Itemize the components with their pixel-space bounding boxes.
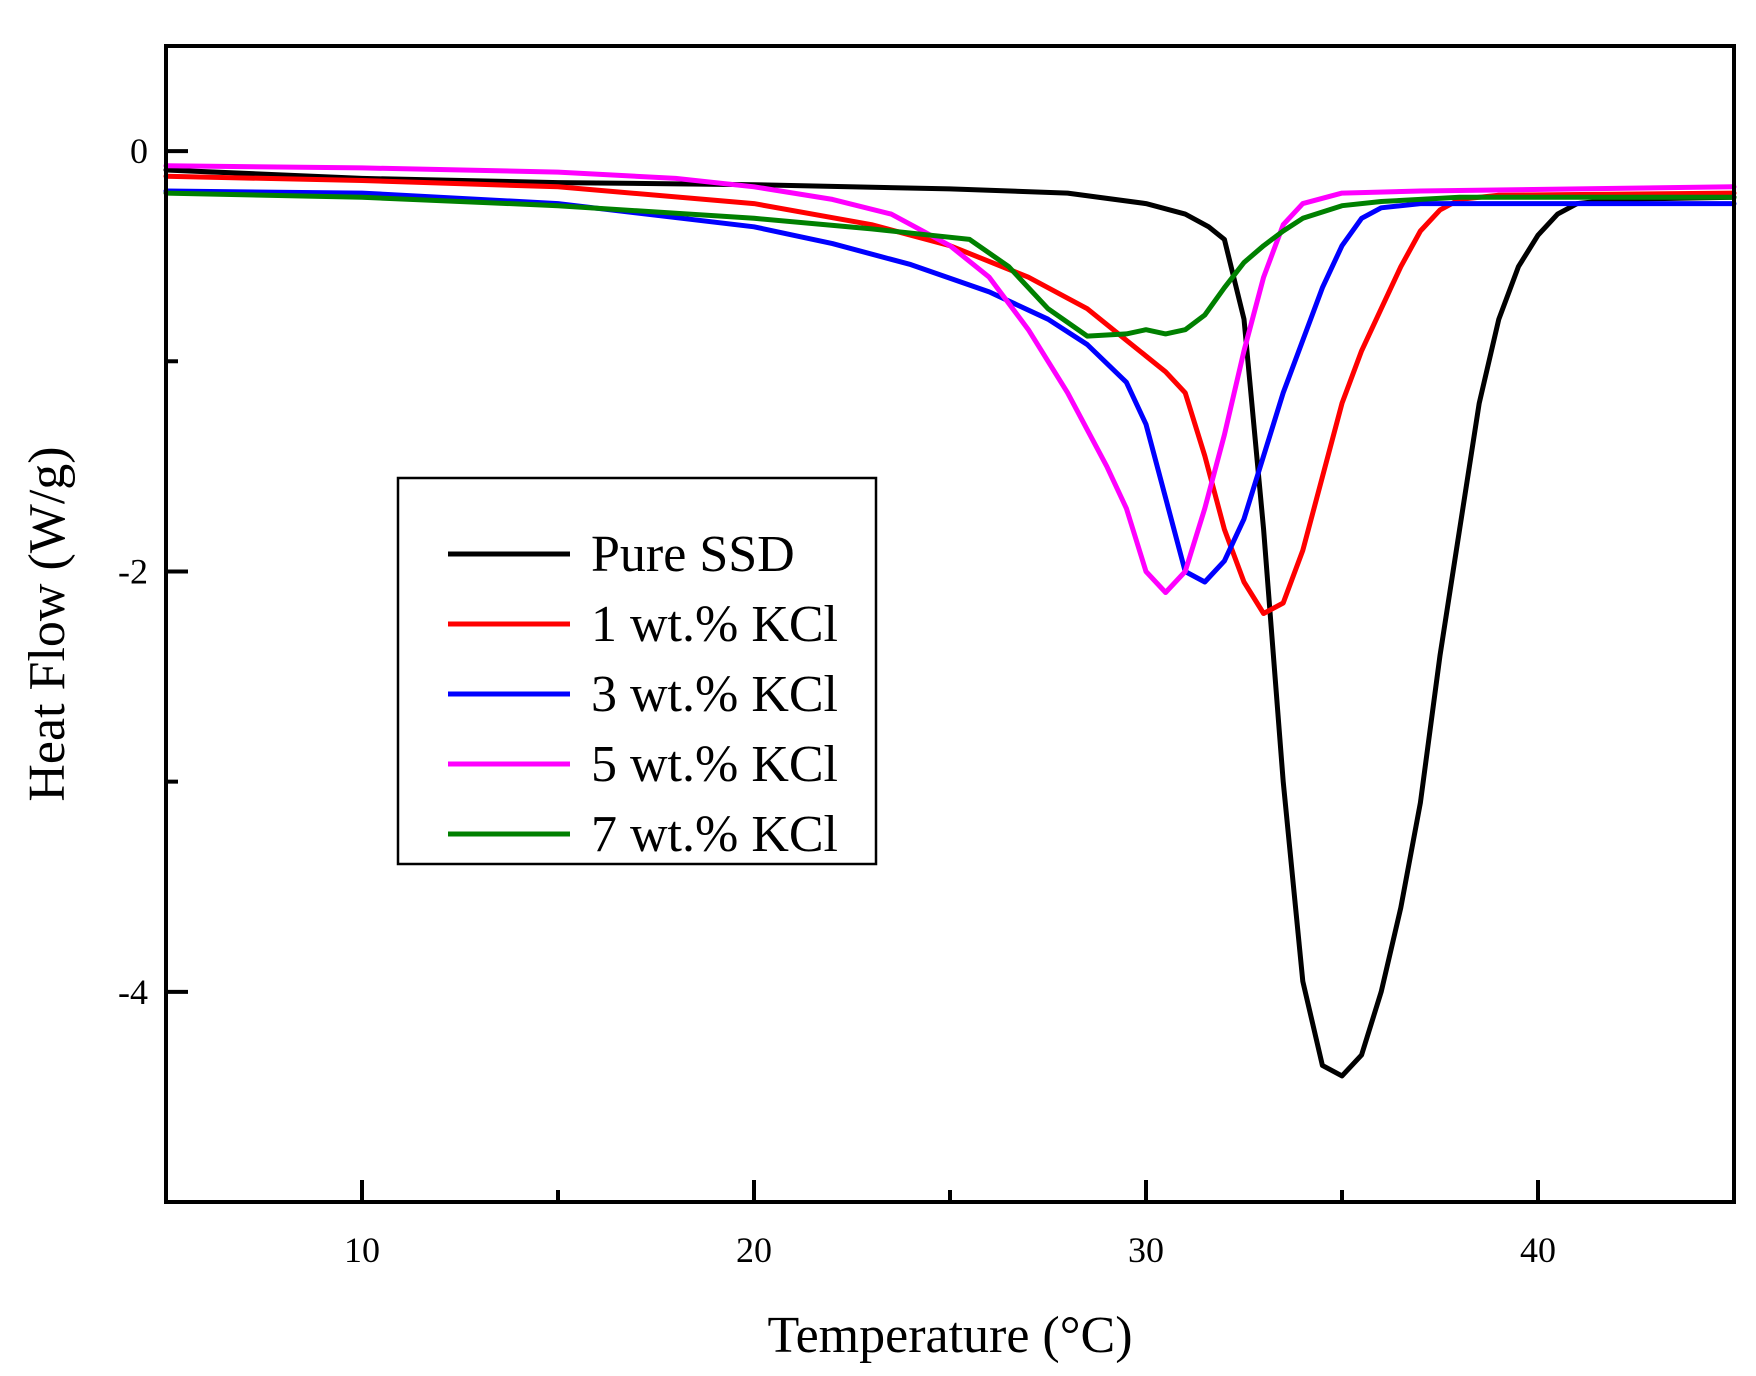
- x-axis-title: Temperature (°C): [767, 1307, 1132, 1364]
- legend-label-1: Pure SSD: [591, 526, 795, 583]
- series-line-1: [163, 167, 1737, 1079]
- legend-label-2: 1 wt.% KCl: [591, 596, 838, 653]
- x-tick-label: 20: [736, 1230, 772, 1270]
- legend-label-5: 7 wt.% KCl: [591, 806, 838, 863]
- legend: Pure SSD 1 wt.% KCl 3 wt.% KCl 5 wt.% KCl 7 …: [396, 476, 878, 866]
- series-layer: [163, 163, 1737, 1079]
- y-axis-title: Heat Flow (W/g): [19, 446, 76, 801]
- x-tick-label: 40: [1520, 1230, 1556, 1270]
- legend-box: [396, 476, 878, 866]
- y-tick-label: -2: [118, 551, 148, 591]
- x-tick-label: 10: [344, 1230, 380, 1270]
- x-tick-label: 30: [1128, 1230, 1164, 1270]
- series-line-4: [163, 163, 1737, 595]
- y-tick-label: 0: [130, 131, 148, 171]
- series-line-5: [163, 190, 1737, 339]
- legend-label-3: 3 wt.% KCl: [591, 666, 838, 723]
- legend-label-4: 5 wt.% KCl: [591, 736, 838, 793]
- y-tick-label: -4: [118, 972, 148, 1012]
- ticks-layer: 10 20 30 40 0 -2 -4: [118, 131, 1556, 1270]
